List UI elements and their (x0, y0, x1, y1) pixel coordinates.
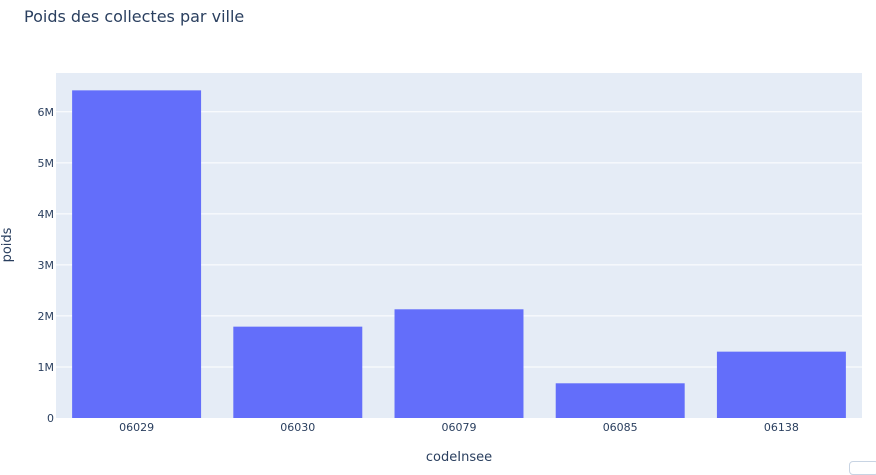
x-tick-label: 06085 (603, 421, 638, 434)
modebar-button[interactable] (849, 461, 876, 475)
x-axis-ticks: 06029 06030 06079 06085 06138 (119, 421, 799, 434)
y-tick-label: 5M (38, 157, 55, 170)
bar-06085[interactable] (555, 383, 685, 418)
y-tick-label: 4M (38, 208, 55, 221)
bar-06030[interactable] (233, 326, 363, 418)
y-tick-label: 2M (38, 310, 55, 323)
bar-06079[interactable] (394, 309, 524, 418)
x-tick-label: 06029 (119, 421, 154, 434)
y-tick-label: 0 (47, 412, 54, 425)
chart-title: Poids des collectes par ville (24, 7, 244, 26)
y-tick-label: 3M (38, 259, 55, 272)
x-axis-title: codeInsee (426, 450, 492, 465)
x-tick-label: 06138 (764, 421, 799, 434)
bar-06138[interactable] (716, 351, 846, 418)
y-axis-title: poids (0, 227, 15, 262)
x-tick-label: 06079 (442, 421, 477, 434)
bar-06029[interactable] (72, 90, 202, 418)
bars (72, 90, 846, 418)
y-axis-ticks: 0 1M 2M 3M 4M 5M 6M (38, 106, 55, 425)
y-tick-label: 1M (38, 361, 55, 374)
y-tick-label: 6M (38, 106, 55, 119)
x-tick-label: 06030 (280, 421, 315, 434)
